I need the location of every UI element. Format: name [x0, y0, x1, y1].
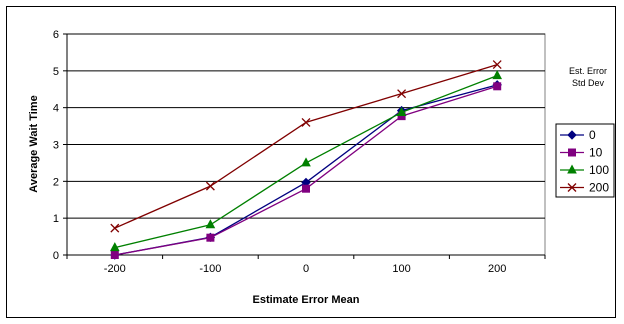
x-tick-label: 200 [488, 263, 506, 275]
data-point [397, 89, 407, 99]
y-tick-label: 1 [53, 213, 59, 225]
data-point [301, 117, 311, 127]
x-axis-title: Estimate Error Mean [253, 294, 360, 306]
y-tick-label: 6 [53, 29, 59, 41]
data-point [302, 184, 310, 193]
data-point [205, 181, 215, 191]
data-point [396, 106, 407, 116]
legend-marker [567, 130, 577, 140]
data-point [301, 157, 311, 167]
y-tick-label: 5 [53, 66, 59, 78]
axes: 0 1 2 3 4 5 6 -200 -100 0 100 200 [53, 29, 546, 275]
legend-title-line-1: Est. Error [569, 66, 607, 76]
series-200 [110, 60, 502, 233]
legend-title-line-2: Std Dev [572, 78, 605, 88]
x-tick-label: 0 [303, 263, 309, 275]
y-tick-label: 3 [53, 140, 59, 152]
x-tick-label: -100 [199, 263, 221, 275]
legend-box [555, 123, 615, 198]
y-axis-title: Average Wait Time [28, 95, 40, 192]
legend-label: 10 [589, 146, 603, 160]
data-point [109, 242, 120, 252]
y-tick-label: 0 [53, 250, 59, 262]
legend-marker [568, 148, 576, 157]
data-point [493, 82, 502, 91]
y-tick-label: 4 [53, 103, 59, 115]
data-point [110, 251, 119, 259]
data-point [206, 233, 215, 242]
legend-marker [567, 164, 577, 174]
legend-label: 200 [589, 181, 609, 195]
x-tick-label: 100 [392, 263, 410, 275]
legend-label: 100 [589, 163, 609, 177]
y-tick-label: 2 [53, 176, 59, 188]
data-point [110, 223, 120, 233]
x-tick-label: -200 [104, 263, 126, 275]
series-group [109, 60, 503, 260]
data-point [492, 60, 502, 70]
series-10 [110, 82, 502, 259]
series-100 [109, 70, 503, 252]
legend-label: 0 [589, 128, 596, 142]
legend-marker [567, 183, 577, 192]
legend: 0 10 100 200 [555, 123, 615, 198]
data-point [492, 70, 503, 80]
data-point [205, 219, 216, 229]
